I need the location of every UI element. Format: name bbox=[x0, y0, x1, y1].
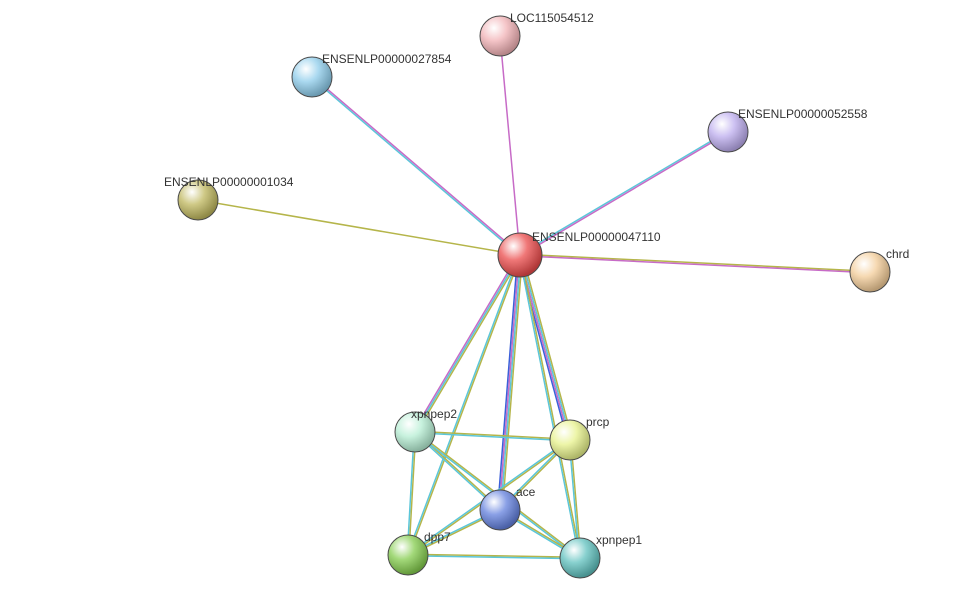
edge bbox=[313, 76, 521, 254]
edge bbox=[520, 256, 870, 273]
node-ace[interactable] bbox=[480, 490, 520, 530]
node-chrd[interactable] bbox=[850, 252, 890, 292]
edge bbox=[521, 255, 581, 558]
network-graph: ENSENLP00000047110 LOC115054512 ENSENLP000… bbox=[0, 0, 975, 612]
node-label-xpnpep2: xpnpep2 bbox=[411, 407, 457, 421]
edge bbox=[522, 254, 572, 439]
edge bbox=[499, 255, 519, 510]
node-xpnpep1[interactable] bbox=[560, 538, 600, 578]
edge bbox=[415, 433, 570, 441]
edge bbox=[311, 78, 519, 256]
node-label-xpnpep1: xpnpep1 bbox=[596, 533, 642, 547]
edge bbox=[498, 255, 518, 510]
node-label-prcp: prcp bbox=[586, 415, 610, 429]
node-prcp[interactable] bbox=[550, 420, 590, 460]
nodes-layer: ENSENLP00000047110 LOC115054512 ENSENLP000… bbox=[164, 11, 909, 578]
edge bbox=[198, 200, 520, 255]
edge bbox=[519, 255, 579, 558]
node-label-center: ENSENLP00000047110 bbox=[532, 230, 661, 244]
edge bbox=[520, 254, 870, 271]
edge bbox=[521, 255, 571, 440]
node-label-dpp7: dpp7 bbox=[424, 530, 451, 544]
edge bbox=[500, 36, 520, 255]
edge bbox=[414, 254, 519, 431]
node-label-chrd: chrd bbox=[886, 247, 909, 261]
node-dpp7[interactable] bbox=[388, 535, 428, 575]
node-label-e52558: ENSENLP00000052558 bbox=[738, 107, 868, 121]
node-label-ace: ace bbox=[516, 485, 536, 499]
edge bbox=[415, 255, 520, 432]
edge bbox=[415, 431, 570, 439]
node-label-loc: LOC115054512 bbox=[510, 11, 594, 25]
edge bbox=[501, 255, 521, 510]
node-label-e01034: ENSENLP00000001034 bbox=[164, 175, 294, 189]
node-label-e27854: ENSENLP00000027854 bbox=[322, 52, 452, 66]
